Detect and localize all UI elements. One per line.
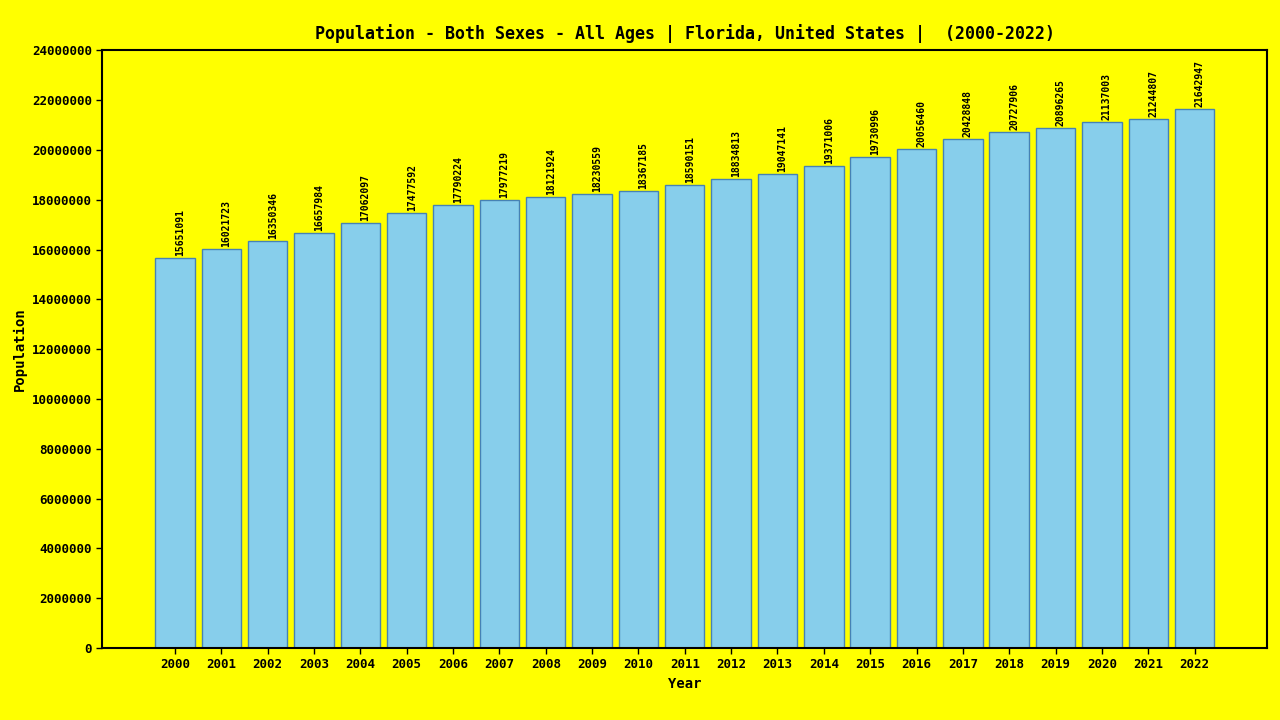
- Text: 21642947: 21642947: [1194, 60, 1204, 107]
- Bar: [202, 249, 241, 648]
- Bar: [943, 140, 983, 648]
- Bar: [850, 157, 890, 648]
- Bar: [758, 174, 797, 648]
- Text: 19371006: 19371006: [824, 117, 833, 163]
- Bar: [1036, 127, 1075, 648]
- Text: 17977219: 17977219: [499, 151, 509, 199]
- Text: 20896265: 20896265: [1056, 78, 1065, 126]
- Text: 18367185: 18367185: [639, 142, 649, 189]
- Bar: [712, 179, 751, 648]
- Bar: [804, 166, 844, 648]
- Bar: [897, 148, 936, 648]
- Bar: [526, 197, 566, 648]
- Text: 21244807: 21244807: [1148, 70, 1158, 117]
- Text: 18230559: 18230559: [593, 145, 602, 192]
- Bar: [989, 132, 1029, 648]
- Bar: [434, 205, 472, 648]
- Text: 19047141: 19047141: [777, 125, 787, 172]
- Bar: [1175, 109, 1215, 648]
- Bar: [248, 241, 288, 648]
- Text: 17062097: 17062097: [361, 174, 370, 221]
- Text: 20056460: 20056460: [916, 99, 927, 147]
- Bar: [572, 194, 612, 648]
- Bar: [387, 213, 426, 648]
- Bar: [666, 185, 704, 648]
- Text: 20428848: 20428848: [963, 90, 973, 138]
- Text: 17790224: 17790224: [453, 156, 463, 203]
- Bar: [1129, 119, 1167, 648]
- Y-axis label: Population: Population: [13, 307, 27, 391]
- Bar: [340, 223, 380, 648]
- Text: 20727906: 20727906: [1009, 83, 1019, 130]
- Text: 18121924: 18121924: [545, 148, 556, 195]
- Text: 16657984: 16657984: [314, 184, 324, 231]
- X-axis label: Year: Year: [668, 677, 701, 691]
- Title: Population - Both Sexes - All Ages | Florida, United States |  (2000-2022): Population - Both Sexes - All Ages | Flo…: [315, 24, 1055, 43]
- Text: 18834813: 18834813: [731, 130, 741, 177]
- Bar: [480, 200, 520, 648]
- Text: 16021723: 16021723: [221, 200, 232, 247]
- Text: 18590151: 18590151: [685, 136, 695, 183]
- Bar: [155, 258, 195, 648]
- Text: 21137003: 21137003: [1102, 73, 1112, 120]
- Text: 19730996: 19730996: [870, 108, 881, 155]
- Bar: [294, 233, 334, 648]
- Text: 17477592: 17477592: [407, 164, 417, 211]
- Bar: [618, 191, 658, 648]
- Text: 15651091: 15651091: [175, 210, 186, 256]
- Text: 16350346: 16350346: [268, 192, 278, 239]
- Bar: [1082, 122, 1121, 648]
